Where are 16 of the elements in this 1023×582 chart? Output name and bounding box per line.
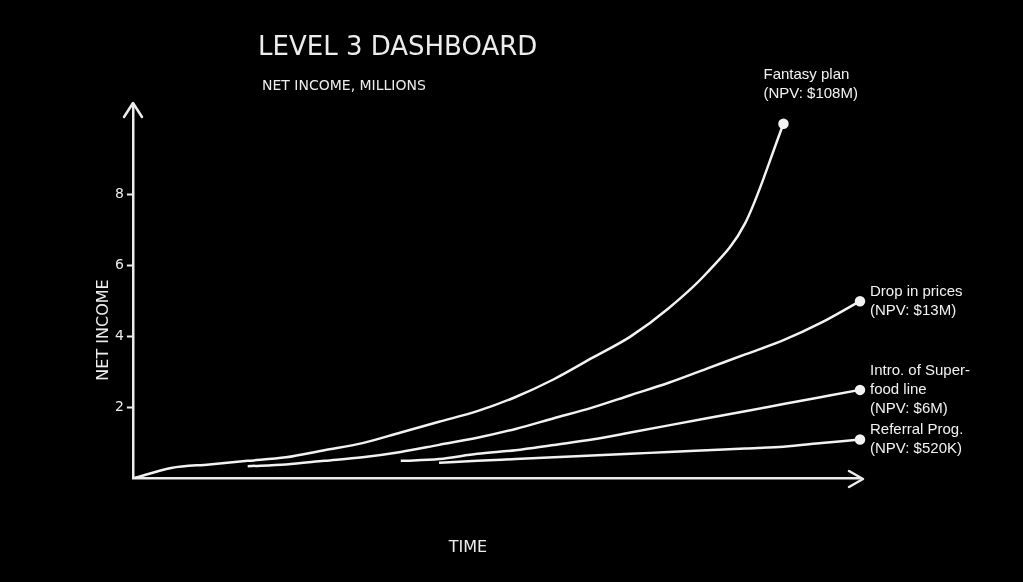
- series-label: Drop in prices (NPV: $13M): [870, 281, 963, 318]
- point: [778, 118, 789, 129]
- y-tick-label: 2: [114, 398, 124, 415]
- x-axis-title: TIME: [447, 537, 488, 557]
- series-label: Intro. of Super- food line (NPV: $6M): [870, 361, 971, 417]
- y-tick-label: 6: [114, 256, 124, 273]
- series-label: Referral Prog. (NPV: $520K): [870, 420, 964, 457]
- point: [854, 384, 866, 396]
- y-tick-label: 8: [114, 185, 124, 202]
- point: [854, 295, 866, 307]
- chart-subtitle: NET INCOME, MILLIONS: [262, 76, 426, 93]
- y-axis-title: NET INCOME: [93, 279, 113, 381]
- chart-title: LEVEL 3 DASHBOARD: [258, 30, 538, 61]
- y-tick-label: 4: [114, 327, 124, 344]
- point: [854, 434, 866, 445]
- series-label: Fantasy plan (NPV: $108M): [763, 64, 858, 101]
